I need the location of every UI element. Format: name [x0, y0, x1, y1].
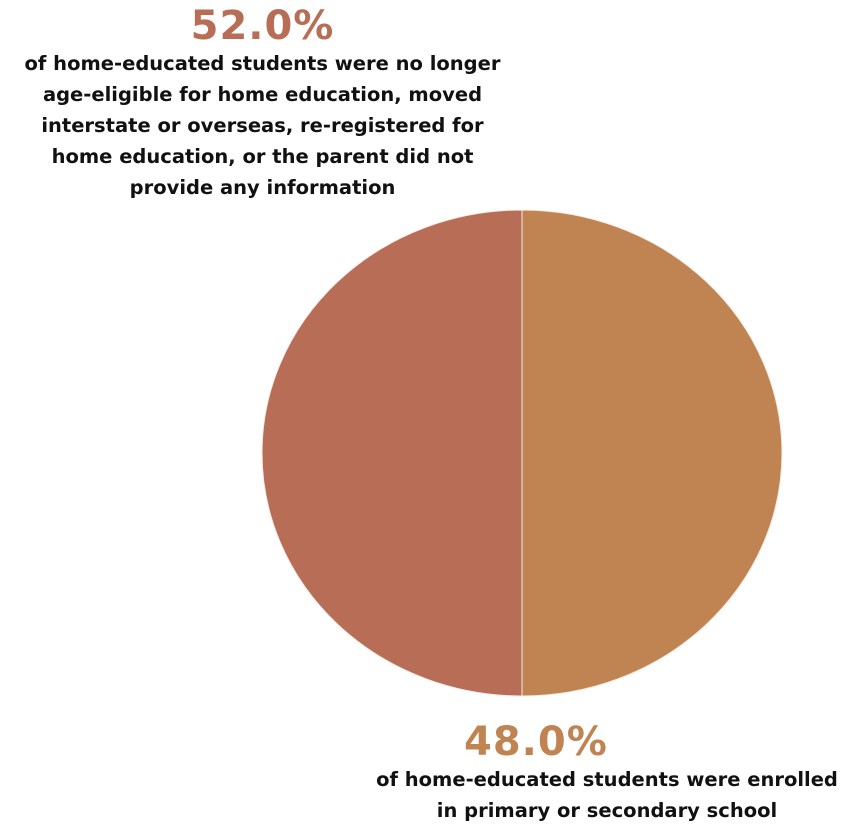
slice-description-1: of home-educated students were enrolled …	[352, 764, 862, 826]
slice-description-0: of home-educated students were no longer…	[0, 48, 525, 203]
pie-slice-0	[261, 209, 523, 697]
slice-description-0-line-0: of home-educated students were no longer	[24, 52, 501, 75]
slice-description-0-line-3: home education, or the parent did not	[51, 145, 474, 168]
slice-description-1-line-1: in primary or secondary school	[436, 799, 778, 822]
slice-description-1-line-0: of home-educated students were enrolled	[376, 768, 838, 791]
pie-slices	[261, 209, 783, 697]
slice-description-0-line-2: interstate or overseas, re-registered fo…	[41, 114, 484, 137]
slice-value-label-1: 48.0%	[464, 719, 608, 765]
slice-label-1: 48.0% of home-educated students were enr…	[352, 720, 862, 826]
slice-value-label-0: 52.0%	[190, 3, 335, 49]
slice-label-0: 52.0% of home-educated students were no …	[0, 4, 525, 203]
pie-slice-1	[521, 209, 783, 697]
slice-description-0-line-1: age-eligible for home education, moved	[42, 83, 483, 106]
slice-description-0-line-4: provide any information	[129, 176, 396, 199]
